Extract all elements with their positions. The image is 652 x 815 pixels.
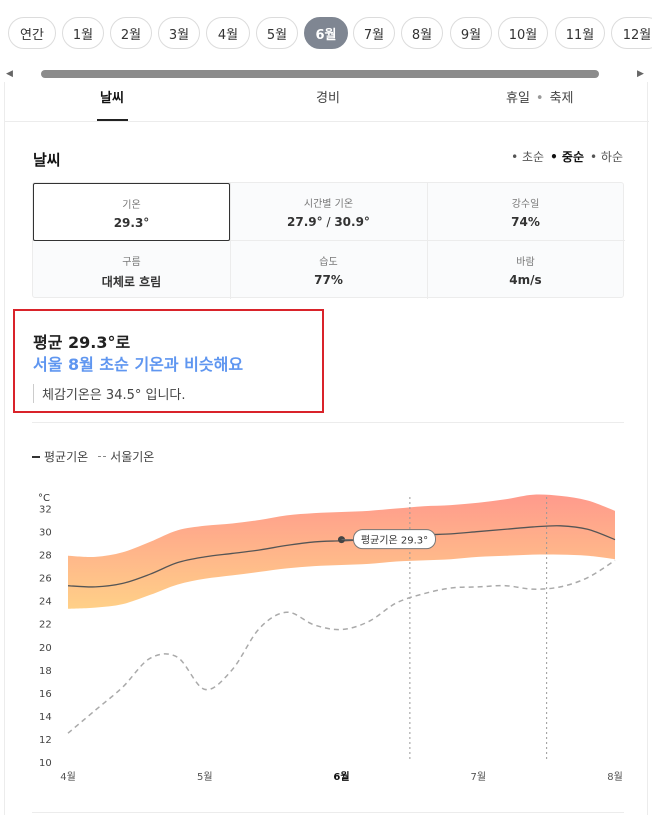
- stat-rain-value: 74%: [511, 215, 540, 229]
- stat-cloud-label: 구름: [122, 257, 141, 268]
- y-tick-label: 20: [39, 643, 52, 654]
- y-axis-unit-label: °C: [38, 493, 50, 504]
- content-panel: 날씨 경비 휴일 • 축제 날씨 • 초순 • 중순 • 하순 기온 29.3° 시…: [4, 82, 649, 815]
- period-late[interactable]: • 하순: [590, 150, 623, 164]
- y-tick-label: 24: [39, 597, 52, 608]
- legend-seoul-label: 서울기온: [110, 450, 155, 464]
- month-tab-5[interactable]: 5월: [256, 17, 298, 49]
- month-tab-6[interactable]: 6월: [304, 17, 348, 49]
- stat-hourly-low: 27.9°: [287, 215, 323, 229]
- summary-average: 평균 29.3°로: [33, 333, 131, 352]
- tab-cost[interactable]: 경비: [316, 91, 340, 106]
- month-tab-1[interactable]: 1월: [62, 17, 104, 49]
- x-tick-label: 5월: [197, 771, 213, 782]
- annotation-label-box: [353, 529, 436, 550]
- scroll-thumb[interactable]: [41, 70, 599, 78]
- stat-temperature-label: 기온: [122, 200, 141, 211]
- scroll-left-icon[interactable]: ◀: [6, 69, 13, 79]
- stat-wind-value: 4m/s: [509, 273, 542, 287]
- tab-separator: •: [535, 91, 544, 106]
- stat-hourly-temperature[interactable]: 시간별 기온 27.9° / 30.9°: [230, 183, 427, 241]
- temperature-chart: °C 10 12 14 16 18 20 22 24 26 28 30 32 평균기온 29.3° 4월 5월…: [38, 493, 623, 782]
- stat-hourly-label: 시간별 기온: [303, 199, 354, 210]
- stat-temperature-value: 29.3°: [113, 216, 150, 230]
- tab-holiday-festival[interactable]: 휴일 • 축제: [506, 87, 574, 106]
- x-tick-label: 7월: [470, 771, 486, 782]
- legend-dashed-line-icon: [98, 456, 107, 457]
- month-tab-7[interactable]: 7월: [353, 17, 395, 49]
- temperature-summary-highlight: 평균 29.3°로 서울 8월 초순 기온과 비슷해요 체감기온은 34.5° …: [13, 309, 324, 413]
- grid-divider: [33, 240, 625, 241]
- bottom-divider: [32, 812, 624, 813]
- x-tick-label: 4월: [60, 771, 76, 782]
- summary-feels-like: 체감기온은 34.5° 입니다.: [33, 384, 186, 403]
- period-selector: • 초순 • 중순 • 하순: [511, 148, 623, 165]
- y-tick-label: 16: [39, 689, 52, 700]
- y-tick-label: 22: [39, 620, 52, 631]
- stat-hourly-high: 30.9°: [334, 215, 370, 229]
- month-tab-4[interactable]: 4월: [206, 17, 250, 49]
- month-selector: 연간 1월 2월 3월 4월 5월 6월 7월 8월 9월 10월 11월 12월: [0, 0, 652, 66]
- scroll-right-icon[interactable]: ▶: [637, 69, 644, 79]
- tab-bar: 날씨 경비 휴일 • 축제: [5, 82, 649, 122]
- summary-comparison: 서울 8월 초순 기온과 비슷해요: [33, 355, 244, 374]
- month-scrollbar[interactable]: ◀ ▶: [0, 66, 652, 82]
- y-tick-label: 10: [39, 758, 52, 769]
- month-tab-10[interactable]: 10월: [498, 17, 548, 49]
- tab-holiday-label: 휴일: [506, 91, 530, 106]
- month-tab-8[interactable]: 8월: [401, 17, 443, 49]
- month-tab-3[interactable]: 3월: [158, 17, 200, 49]
- stat-humidity-label: 습도: [319, 257, 338, 268]
- y-tick-label: 12: [39, 735, 52, 746]
- y-tick-label: 18: [39, 666, 52, 677]
- x-tick-label: 6월: [333, 771, 349, 782]
- tab-weather[interactable]: 날씨: [100, 91, 124, 106]
- stat-humidity[interactable]: 습도 77%: [230, 241, 427, 299]
- month-tab-all[interactable]: 연간: [8, 17, 56, 49]
- legend-solid-line-icon: [32, 455, 40, 458]
- month-tab-11[interactable]: 11월: [555, 17, 605, 49]
- period-early[interactable]: • 초순: [511, 150, 545, 164]
- grid-divider: [427, 183, 428, 299]
- stat-humidity-value: 77%: [314, 273, 343, 287]
- annotation-label: 평균기온 29.3°: [361, 535, 428, 547]
- stat-wind-label: 바람: [516, 257, 535, 268]
- temperature-range-band: [68, 494, 615, 609]
- weather-stats-grid: 기온 29.3° 시간별 기온 27.9° / 30.9° 강수일 74% 구름…: [32, 182, 625, 299]
- y-tick-label: 26: [39, 574, 52, 585]
- legend-seoul: 서울기온: [98, 448, 154, 465]
- grid-divider: [230, 183, 231, 299]
- stat-wind[interactable]: 바람 4m/s: [427, 241, 624, 299]
- stat-hourly-separator: /: [322, 215, 335, 229]
- stat-rain-days[interactable]: 강수일 74%: [427, 183, 624, 241]
- series-line-seoul: [67, 559, 616, 734]
- active-tab-indicator: [97, 119, 128, 121]
- legend-average: 평균기온: [32, 448, 88, 465]
- legend-average-label: 평균기온: [44, 450, 89, 464]
- y-tick-label: 32: [39, 505, 52, 516]
- stat-cloud[interactable]: 구름 대체로 흐림: [33, 241, 230, 299]
- tab-festival-label: 축제: [549, 91, 574, 106]
- y-tick-label: 14: [39, 712, 52, 723]
- x-tick-label: 8월: [607, 771, 623, 782]
- y-tick-label: 28: [39, 551, 52, 562]
- stat-rain-label: 강수일: [511, 199, 540, 210]
- stat-cloud-value: 대체로 흐림: [101, 275, 162, 289]
- stat-temperature[interactable]: 기온 29.3°: [33, 183, 230, 241]
- month-tab-12[interactable]: 12월: [611, 17, 652, 49]
- period-mid[interactable]: • 중순: [550, 150, 585, 164]
- section-divider: [32, 422, 624, 423]
- stat-hourly-value: 27.9° / 30.9°: [230, 215, 427, 229]
- y-tick-label: 30: [39, 528, 52, 539]
- month-tab-2[interactable]: 2월: [110, 17, 152, 49]
- chart-legend: 평균기온 서울기온: [32, 448, 154, 465]
- section-title: 날씨: [33, 151, 61, 169]
- month-tab-9[interactable]: 9월: [450, 17, 492, 49]
